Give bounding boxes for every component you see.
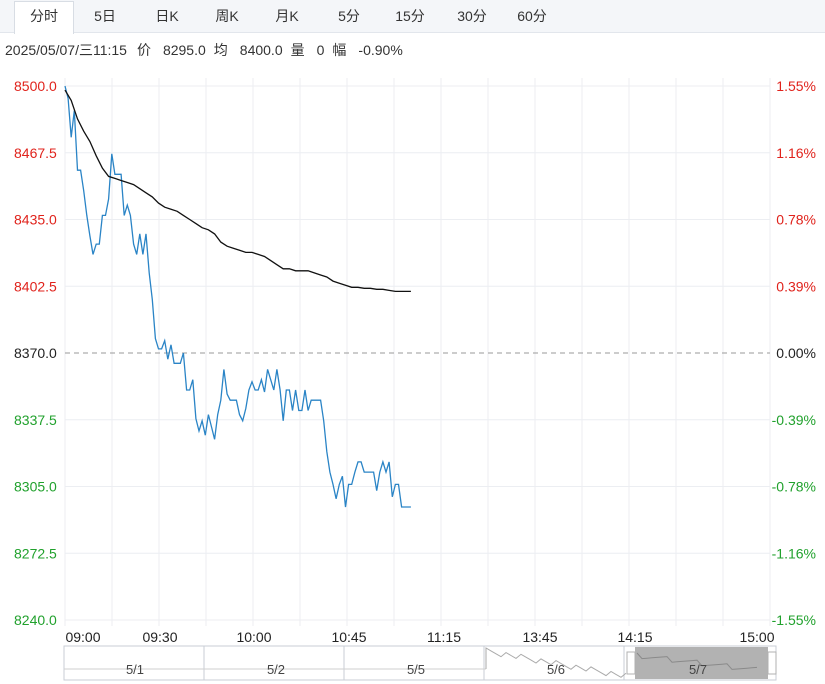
average-price-line <box>64 89 411 293</box>
price-label: 价 <box>136 42 151 58</box>
navigator-mini-trace <box>485 647 627 678</box>
y-tick-label-8: 8240.0 <box>14 612 57 628</box>
x-tick-label-6: 14:15 <box>617 629 652 645</box>
tab-period-8[interactable]: 60分 <box>517 8 547 24</box>
y-tick-label-1: 8467.5 <box>14 145 57 161</box>
pct-tick-label-4: 0.00% <box>776 345 816 361</box>
x-tick-label-2: 10:00 <box>236 629 271 645</box>
volume-value: 0 <box>316 42 325 58</box>
tab-period-4[interactable]: 月K <box>275 8 299 24</box>
x-tick-label-1: 09:30 <box>142 629 177 645</box>
navigator-day-label-0: 5/1 <box>126 662 144 677</box>
x-tick-label-7: 15:00 <box>739 629 774 645</box>
pct-tick-label-3: 0.39% <box>776 278 816 294</box>
navigator-right-handle[interactable] <box>767 651 777 675</box>
navigator-left-handle[interactable] <box>626 651 636 675</box>
tab-period-3[interactable]: 周K <box>215 8 239 24</box>
y-tick-label-7: 8272.5 <box>14 545 57 561</box>
x-tick-label-3: 10:45 <box>331 629 366 645</box>
x-tick-label-0: 09:00 <box>65 629 100 645</box>
y-tick-label-4: 8370.0 <box>14 345 57 361</box>
period-tab-bar: 分时 5日 日K 周K 月K 5分 15分 30分 60分 <box>0 0 825 34</box>
y-tick-label-0: 8500.0 <box>14 78 57 94</box>
pct-tick-label-0: 1.55% <box>776 78 816 94</box>
quote-datetime: 2025/05/07/三11:15 <box>5 42 127 58</box>
avg-label: 均 <box>213 42 228 58</box>
price-line <box>64 85 411 508</box>
y-tick-label-2: 8435.0 <box>14 212 57 228</box>
tab-period-6[interactable]: 15分 <box>395 8 425 24</box>
tab-period-1[interactable]: 5日 <box>94 8 116 24</box>
pct-tick-label-5: -0.39% <box>772 412 816 428</box>
tab-period-0[interactable]: 分时 <box>14 1 74 34</box>
quote-info-bar: 2025/05/07/三11:15 价 8295.0 均 8400.0 量 0 幅 -0.90% <box>5 40 411 60</box>
x-tick-label-4: 11:15 <box>427 629 461 645</box>
pct-tick-label-1: 1.16% <box>776 145 816 161</box>
x-tick-label-5: 13:45 <box>522 629 557 645</box>
volume-label: 量 <box>290 42 305 58</box>
navigator-day-label-4: 5/7 <box>689 662 707 677</box>
pct-tick-label-6: -0.78% <box>772 479 816 495</box>
y-tick-label-5: 8337.5 <box>14 412 57 428</box>
price-value: 8295.0 <box>162 42 206 58</box>
y-tick-label-3: 8402.5 <box>14 278 57 294</box>
avg-value: 8400.0 <box>239 42 283 58</box>
pct-tick-label-8: -1.55% <box>772 612 816 628</box>
navigator-day-label-1: 5/2 <box>267 662 285 677</box>
change-label: 幅 <box>332 42 347 58</box>
change-value: -0.90% <box>358 42 403 58</box>
tab-period-2[interactable]: 日K <box>155 8 179 24</box>
navigator-selected-window[interactable] <box>635 647 768 679</box>
navigator-day-label-2: 5/5 <box>407 662 425 677</box>
tab-period-7[interactable]: 30分 <box>457 8 487 24</box>
navigator-day-label-3: 5/6 <box>547 662 565 677</box>
pct-tick-label-7: -1.16% <box>772 545 816 561</box>
y-tick-label-6: 8305.0 <box>14 479 57 495</box>
pct-tick-label-2: 0.78% <box>776 212 816 228</box>
navigator-selected-trace <box>636 652 758 670</box>
tab-period-5[interactable]: 5分 <box>338 8 360 24</box>
